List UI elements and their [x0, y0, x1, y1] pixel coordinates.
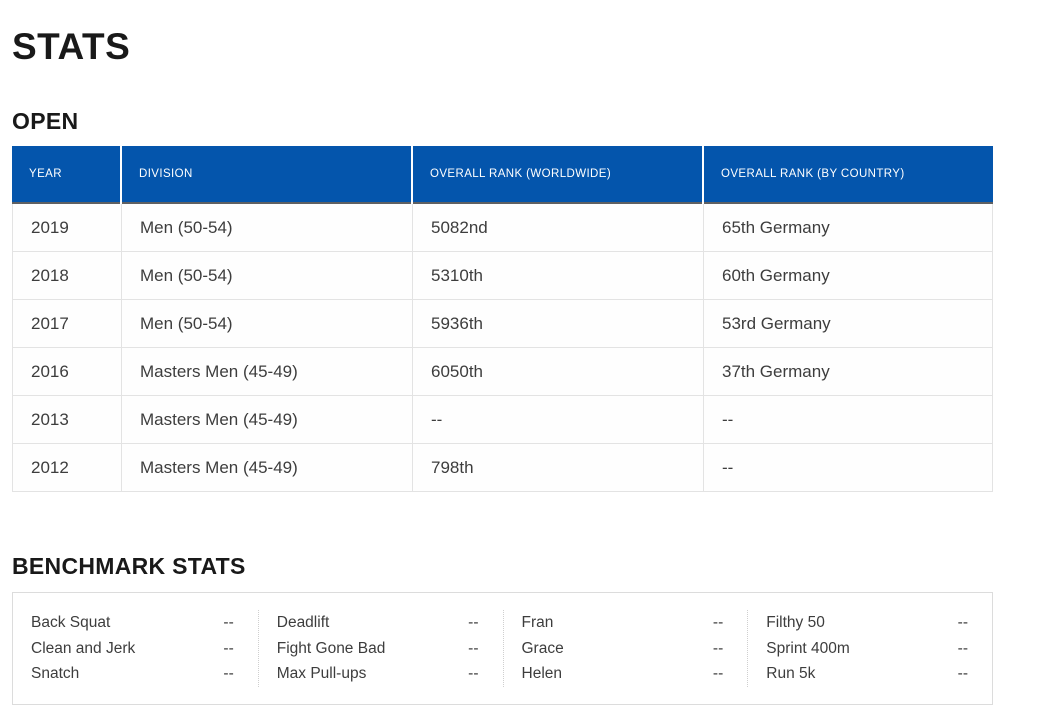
cell-country-rank: --: [704, 396, 993, 443]
cell-division: Masters Men (45-49): [122, 396, 413, 443]
cell-worldwide-rank: --: [413, 396, 704, 443]
benchmark-value: --: [468, 639, 479, 657]
benchmark-row: Fight Gone Bad --: [277, 636, 489, 662]
benchmark-value: --: [712, 614, 724, 631]
benchmark-value: --: [223, 639, 234, 657]
benchmark-label: Run 5k: [766, 665, 816, 682]
cell-country-rank: --: [704, 444, 993, 491]
benchmark-value: --: [957, 665, 968, 682]
benchmark-stats-box: Back Squat -- Clean and Jerk -- Snatch -- Dead…: [12, 592, 993, 705]
open-table-row: 2016 Masters Men (45-49) 6050th 37th Ger…: [12, 348, 993, 396]
benchmark-column: Fran -- Grace -- Helen --: [502, 610, 748, 687]
benchmark-row: Snatch --: [31, 661, 244, 687]
benchmark-row: Deadlift --: [277, 610, 489, 636]
open-table-row: 2017 Men (50-54) 5936th 53rd Germany: [12, 300, 993, 348]
benchmark-row: Run 5k --: [766, 661, 978, 687]
cell-worldwide-rank: 798th: [413, 444, 704, 491]
cell-year: 2018: [12, 252, 122, 299]
cell-country-rank: 37th Germany: [704, 348, 993, 395]
cell-worldwide-rank: 5082nd: [413, 204, 704, 251]
benchmark-label: Snatch: [31, 665, 80, 682]
benchmark-row: Filthy 50 --: [766, 610, 978, 636]
open-table-row: 2012 Masters Men (45-49) 798th --: [12, 444, 993, 492]
cell-year: 2019: [12, 204, 122, 251]
cell-division: Masters Men (45-49): [122, 348, 413, 395]
benchmark-section-title: BENCHMARK STATS: [12, 553, 246, 579]
benchmark-label: Clean and Jerk: [31, 639, 136, 657]
benchmark-row: Grace --: [522, 636, 734, 662]
cell-division: Men (50-54): [122, 252, 413, 299]
benchmark-row: Fran --: [522, 610, 734, 636]
cell-year: 2016: [12, 348, 122, 395]
cell-worldwide-rank: 6050th: [413, 348, 704, 395]
page-title: STATS: [12, 26, 131, 67]
benchmark-row: Back Squat --: [31, 610, 244, 636]
column-header-division: DIVISION: [122, 146, 411, 204]
benchmark-value: --: [223, 614, 234, 631]
benchmark-row: Max Pull-ups --: [277, 661, 489, 687]
benchmark-column: Deadlift -- Fight Gone Bad -- Max Pull-ups --: [257, 610, 503, 687]
benchmark-label: Back Squat: [31, 614, 111, 631]
open-table-row: 2018 Men (50-54) 5310th 60th Germany: [12, 252, 993, 300]
benchmark-label: Fight Gone Bad: [276, 639, 386, 657]
cell-year: 2013: [12, 396, 122, 443]
benchmark-column: Back Squat -- Clean and Jerk -- Snatch --: [13, 610, 258, 687]
open-section-title: OPEN: [12, 108, 79, 134]
benchmark-label: Max Pull-ups: [276, 665, 367, 682]
benchmark-value: --: [712, 639, 724, 657]
cell-year: 2012: [12, 444, 122, 491]
open-stats-table: YEAR DIVISION OVERALL RANK (WORLDWIDE) O…: [12, 146, 993, 492]
benchmark-column: Filthy 50 -- Sprint 400m -- Run 5k --: [747, 610, 992, 687]
benchmark-label: Deadlift: [276, 614, 330, 631]
benchmark-value: --: [468, 665, 479, 682]
cell-country-rank: 60th Germany: [704, 252, 993, 299]
cell-worldwide-rank: 5310th: [413, 252, 704, 299]
open-table-body: 2019 Men (50-54) 5082nd 65th Germany 201…: [12, 204, 993, 492]
benchmark-label: Grace: [521, 639, 564, 657]
column-header-year: YEAR: [12, 146, 120, 204]
benchmark-row: Sprint 400m --: [766, 636, 978, 662]
benchmark-row: Helen --: [522, 661, 734, 687]
cell-division: Men (50-54): [122, 300, 413, 347]
benchmark-value: --: [957, 639, 968, 657]
benchmark-label: Filthy 50: [766, 614, 825, 631]
cell-division: Men (50-54): [122, 204, 413, 251]
cell-worldwide-rank: 5936th: [413, 300, 704, 347]
open-table-row: 2019 Men (50-54) 5082nd 65th Germany: [12, 204, 993, 252]
benchmark-value: --: [712, 665, 724, 682]
benchmark-row: Clean and Jerk --: [31, 636, 244, 662]
benchmark-value: --: [223, 665, 234, 682]
benchmark-label: Fran: [521, 614, 554, 631]
cell-year: 2017: [12, 300, 122, 347]
benchmark-value: --: [957, 614, 968, 631]
open-table-row: 2013 Masters Men (45-49) -- --: [12, 396, 993, 444]
cell-division: Masters Men (45-49): [122, 444, 413, 491]
benchmark-label: Sprint 400m: [766, 639, 850, 657]
column-header-country-rank: OVERALL RANK (BY COUNTRY): [704, 146, 993, 204]
open-table-header: YEAR DIVISION OVERALL RANK (WORLDWIDE) O…: [12, 146, 993, 204]
cell-country-rank: 65th Germany: [704, 204, 993, 251]
benchmark-value: --: [468, 614, 479, 631]
column-header-worldwide-rank: OVERALL RANK (WORLDWIDE): [413, 146, 702, 204]
benchmark-label: Helen: [521, 665, 563, 682]
cell-country-rank: 53rd Germany: [704, 300, 993, 347]
